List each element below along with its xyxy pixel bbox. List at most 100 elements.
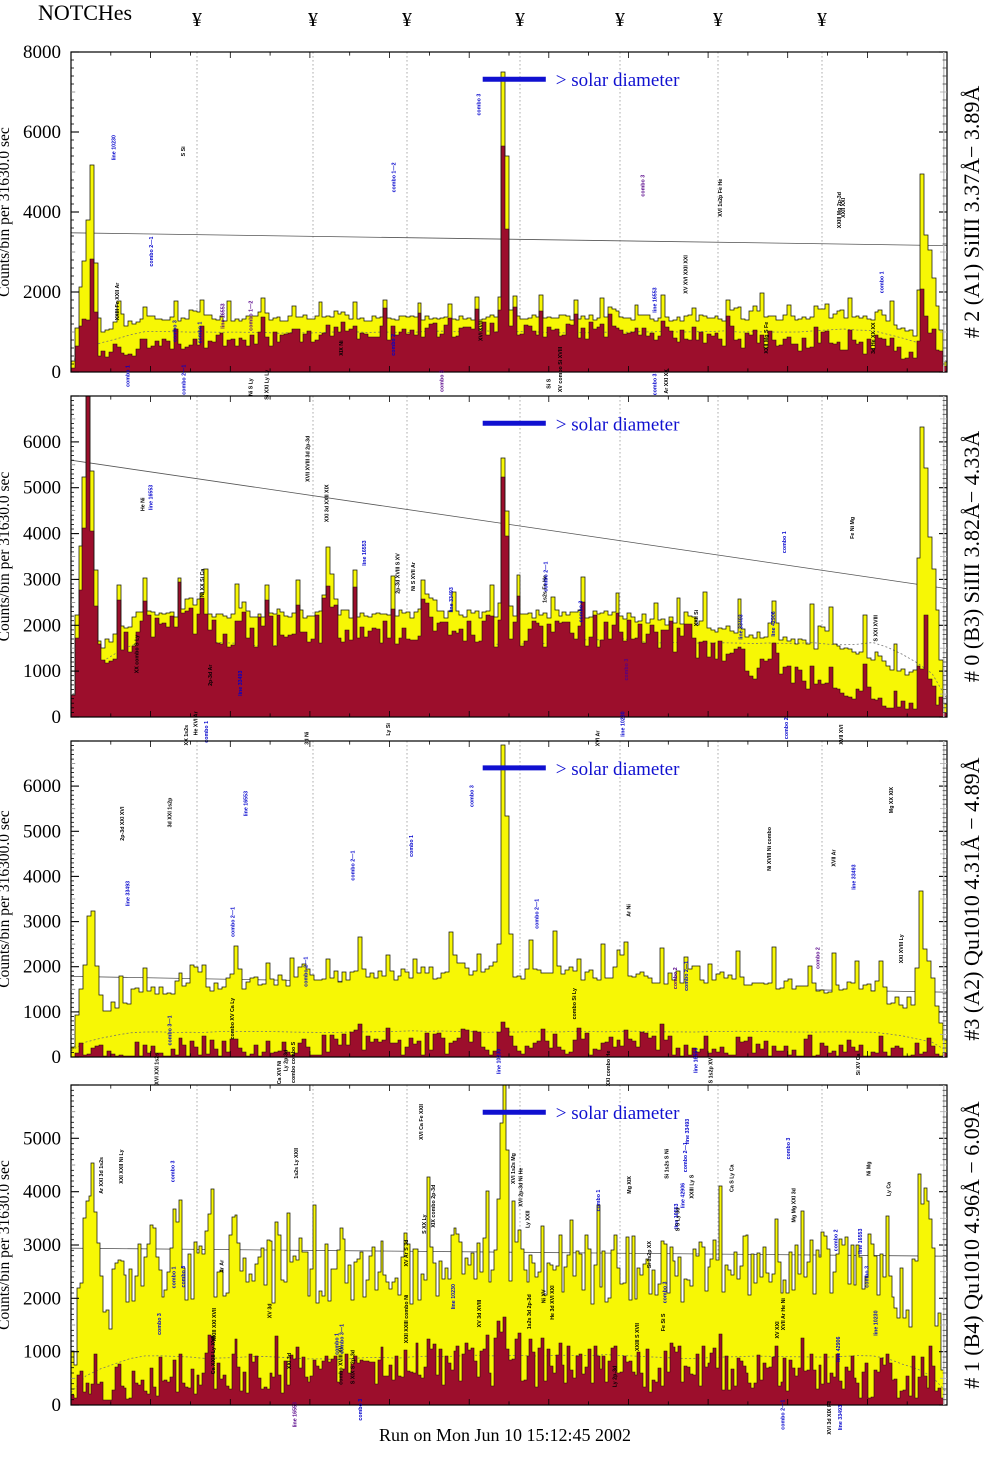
svg-text:XVI 3d XIX Fe: XVI 3d XIX Fe bbox=[827, 1401, 833, 1435]
svg-text:combo 3: combo 3 bbox=[652, 373, 658, 395]
svg-text:combo 2: combo 2 bbox=[673, 967, 679, 989]
svg-text:line 33493: line 33493 bbox=[838, 1405, 844, 1430]
svg-text:combo 2: combo 2 bbox=[784, 717, 790, 739]
svg-text:Mg XX XIX: Mg XX XIX bbox=[889, 787, 895, 814]
svg-text:combo 2: combo 2 bbox=[833, 1229, 839, 1251]
svg-text:¥: ¥ bbox=[308, 9, 318, 31]
svg-text:combo 3: combo 3 bbox=[786, 1138, 792, 1160]
svg-text:combo 3: combo 3 bbox=[440, 370, 446, 392]
svg-text:Ca S Ly Ca: Ca S Ly Ca bbox=[730, 1164, 736, 1192]
svg-text:Ca XXIII Ly XVII: Ca XXIII Ly XVII bbox=[211, 1335, 217, 1374]
svg-text:line 10230: line 10230 bbox=[621, 711, 627, 736]
svg-text:XVI Ca Fe XXII: XVI Ca Fe XXII bbox=[419, 1103, 425, 1139]
svg-text:4000: 4000 bbox=[23, 1182, 61, 1203]
svg-text:XVI XVII: XVI XVII bbox=[479, 320, 485, 341]
svg-text:# 0 (B3) SiIII 3.82Å− 4.33Å: # 0 (B3) SiIII 3.82Å− 4.33Å bbox=[959, 431, 984, 682]
svg-text:¥: ¥ bbox=[615, 9, 625, 31]
svg-text:line 42906: line 42906 bbox=[681, 1183, 687, 1208]
svg-text:line 16553: line 16553 bbox=[148, 485, 154, 510]
svg-text:S XIX S 2p-3d: S XIX S 2p-3d bbox=[351, 1350, 357, 1384]
svg-text:Si 1s2p XX: Si 1s2p XX bbox=[647, 1241, 653, 1269]
svg-text:S S Ly 3d: S S Ly 3d bbox=[676, 1208, 682, 1232]
svg-text:combo 2—1: combo 2—1 bbox=[351, 851, 357, 881]
svg-text:combo 3: combo 3 bbox=[358, 1399, 364, 1421]
svg-text:Counts/bin per 31630.0 sec: Counts/bin per 31630.0 sec bbox=[0, 472, 13, 642]
svg-text:0: 0 bbox=[52, 707, 62, 728]
svg-text:#3 (A2) Qu1010 4.31Å − 4.89Å: #3 (A2) Qu1010 4.31Å − 4.89Å bbox=[959, 757, 984, 1040]
svg-text:2p-3d XVIII S XV: 2p-3d XVIII S XV bbox=[396, 553, 402, 594]
svg-text:XIX Ni: XIX Ni bbox=[339, 340, 345, 356]
svg-text:XIX combo 2p-3d: XIX combo 2p-3d bbox=[431, 1185, 437, 1228]
svg-text:combo 3: combo 3 bbox=[865, 1266, 871, 1288]
svg-text:combo 3: combo 3 bbox=[170, 1160, 176, 1182]
svg-text:combo Si Ly: combo Si Ly bbox=[572, 988, 578, 1019]
svg-text:XXIII Fe XXII Ar: XXIII Fe XXII Ar bbox=[115, 283, 121, 321]
svg-text:line 10230: line 10230 bbox=[497, 1049, 503, 1074]
svg-text:3000: 3000 bbox=[23, 1235, 61, 1256]
svg-text:2000: 2000 bbox=[23, 615, 61, 636]
svg-text:1000: 1000 bbox=[23, 1002, 61, 1023]
svg-text:line 16553: line 16553 bbox=[653, 287, 659, 312]
svg-text:Ar Ar: Ar Ar bbox=[219, 1260, 225, 1273]
svg-text:combo 2—1: combo 2—1 bbox=[684, 961, 690, 991]
svg-text:S XXI XVIII: S XXI XVIII bbox=[873, 614, 879, 641]
svg-text:XV combo Si XVIII: XV combo Si XVIII bbox=[558, 346, 564, 392]
svg-text:2000: 2000 bbox=[23, 957, 61, 978]
svg-text:Ly Ca: Ly Ca bbox=[887, 1182, 893, 1196]
svg-text:XVII Ar He Ni: XVII Ar He Ni bbox=[781, 1298, 787, 1331]
svg-text:Ly XXII: Ly XXII bbox=[526, 1210, 532, 1228]
svg-text:combo 3: combo 3 bbox=[578, 601, 584, 623]
svg-text:combo 3—1: combo 3—1 bbox=[167, 1015, 173, 1045]
svg-text:combo 3: combo 3 bbox=[476, 94, 482, 116]
svg-text:combo 2—1: combo 2—1 bbox=[149, 237, 155, 267]
svg-text:# 2 (A1) SiIII 3.37Å− 3.89Å: # 2 (A1) SiIII 3.37Å− 3.89Å bbox=[959, 86, 984, 339]
svg-text:Ly 2p-3d: Ly 2p-3d bbox=[613, 1366, 619, 1388]
svg-text:¥: ¥ bbox=[817, 9, 827, 31]
svg-text:Ar XXI XX: Ar XXI XX bbox=[664, 369, 670, 394]
svg-text:XV 3d: XV 3d bbox=[268, 1303, 274, 1318]
svg-text:6000: 6000 bbox=[23, 122, 61, 143]
svg-text:6000: 6000 bbox=[23, 432, 61, 453]
svg-text:XXI XXII Ni Ly: XXI XXII Ni Ly bbox=[119, 1149, 125, 1183]
svg-text:Si XXI Ly Ly: Si XXI Ly Ly bbox=[265, 370, 271, 400]
svg-text:Counts/bin per 31630.0 sec: Counts/bin per 31630.0 sec bbox=[0, 127, 13, 297]
svg-text:Ni XVIII Ni combo: Ni XVIII Ni combo bbox=[767, 826, 773, 871]
svg-text:combo 1: combo 1 bbox=[204, 721, 210, 743]
svg-text:XXII XXIII combo Ni: XXII XXIII combo Ni bbox=[404, 1294, 410, 1343]
svg-text:Counts/bin per 31630.0 sec: Counts/bin per 31630.0 sec bbox=[0, 1160, 13, 1330]
svg-text:line 10230: line 10230 bbox=[874, 1310, 880, 1335]
svg-text:combo 1: combo 1 bbox=[880, 271, 886, 293]
svg-text:XV 3d XVIII: XV 3d XVIII bbox=[477, 1299, 483, 1327]
svg-text:line 33493: line 33493 bbox=[851, 864, 857, 889]
svg-text:line 16553: line 16553 bbox=[693, 1048, 699, 1073]
svg-text:line 42906: line 42906 bbox=[771, 611, 777, 636]
svg-text:Si 1s2s S Ni: Si 1s2s S Ni bbox=[665, 1148, 671, 1179]
svg-text:2p-3d XXI XVI: 2p-3d XXI XVI bbox=[120, 806, 126, 841]
svg-text:XVII Ar: XVII Ar bbox=[831, 849, 837, 866]
svg-text:Ar Ni: Ar Ni bbox=[627, 904, 633, 917]
svg-text:6000: 6000 bbox=[23, 776, 61, 797]
svg-text:combo 1—2: combo 1—2 bbox=[391, 162, 397, 192]
svg-text:line 16553: line 16553 bbox=[858, 1229, 864, 1254]
svg-text:1s2s Ly XXII: 1s2s Ly XXII bbox=[294, 1147, 300, 1178]
svg-text:combo 1: combo 1 bbox=[782, 531, 788, 553]
svg-text:combo 2—1: combo 2—1 bbox=[304, 957, 310, 987]
svg-text:XXII XXI: XXII XXI bbox=[841, 197, 847, 218]
svg-text:line 33493: line 33493 bbox=[738, 614, 744, 639]
svg-text:3d He XX XX: 3d He XX XX bbox=[871, 322, 877, 354]
svg-text:5000: 5000 bbox=[23, 1128, 61, 1149]
svg-text:Fe Si S: Fe Si S bbox=[661, 1313, 667, 1331]
svg-text:Ni S Ly: Ni S Ly bbox=[249, 378, 255, 396]
svg-text:4000: 4000 bbox=[23, 866, 61, 887]
svg-text:XVI 1s2p Fe He: XVI 1s2p Fe He bbox=[718, 179, 724, 217]
svg-text:> solar diameter: > solar diameter bbox=[556, 414, 680, 435]
svg-text:XX 1s2s: XX 1s2s bbox=[184, 725, 190, 745]
svg-text:# 1 (B4) Qu1010 4.96Å − 6.09: # 1 (B4) Qu1010 4.96Å − 6.09Å bbox=[959, 1101, 984, 1389]
svg-text:XVI XXI 1s2s: XVI XXI 1s2s bbox=[155, 1053, 161, 1085]
svg-text:XX combo S Ly: XX combo S Ly bbox=[134, 635, 140, 673]
svg-text:line 33493: line 33493 bbox=[685, 1119, 691, 1144]
svg-text:XV XVI XXII XXI: XV XVI XXII XXI bbox=[684, 255, 690, 294]
svg-text:line 42906: line 42906 bbox=[836, 1337, 842, 1362]
svg-text:He XVI Ar: He XVI Ar bbox=[194, 711, 200, 735]
svg-text:He Ni: He Ni bbox=[141, 497, 147, 511]
